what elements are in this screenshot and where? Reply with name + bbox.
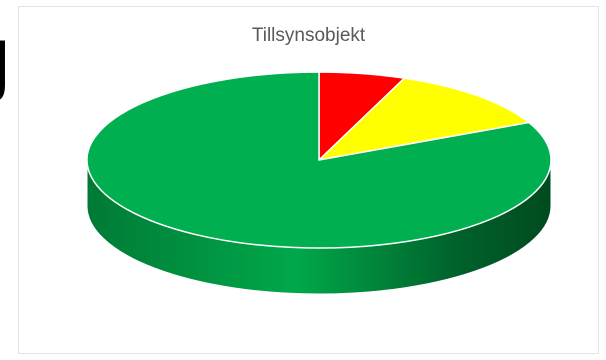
chart-area[interactable]: Tillsynsobjekt <box>18 6 599 354</box>
cropped-letter-fragment: J <box>0 34 11 100</box>
pie-chart <box>19 7 600 355</box>
